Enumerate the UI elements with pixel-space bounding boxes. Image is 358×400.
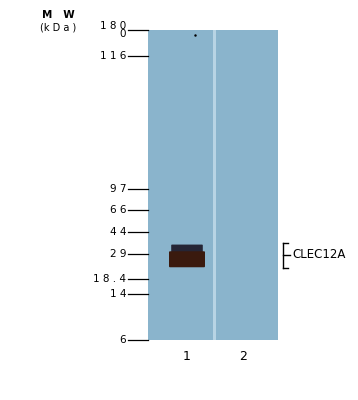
- FancyBboxPatch shape: [171, 244, 203, 255]
- Text: 6: 6: [119, 335, 126, 345]
- Text: 2: 2: [239, 350, 247, 363]
- Text: 0: 0: [120, 29, 126, 39]
- Text: 1 1 6: 1 1 6: [100, 51, 126, 61]
- Text: 1 8 0: 1 8 0: [100, 21, 126, 31]
- Text: 1 4: 1 4: [110, 289, 126, 299]
- Text: 4 4: 4 4: [110, 227, 126, 237]
- Bar: [148, 30, 278, 340]
- Text: 2 9: 2 9: [110, 249, 126, 259]
- Text: CLEC12A: CLEC12A: [292, 248, 345, 261]
- Text: 6 6: 6 6: [110, 205, 126, 215]
- Text: 1: 1: [183, 350, 191, 363]
- Text: 9 7: 9 7: [110, 184, 126, 194]
- Text: (k D a ): (k D a ): [40, 22, 76, 32]
- Text: M   W: M W: [42, 10, 74, 20]
- FancyBboxPatch shape: [169, 251, 205, 267]
- Bar: [213, 30, 217, 340]
- Text: 1 8 . 4: 1 8 . 4: [93, 274, 126, 284]
